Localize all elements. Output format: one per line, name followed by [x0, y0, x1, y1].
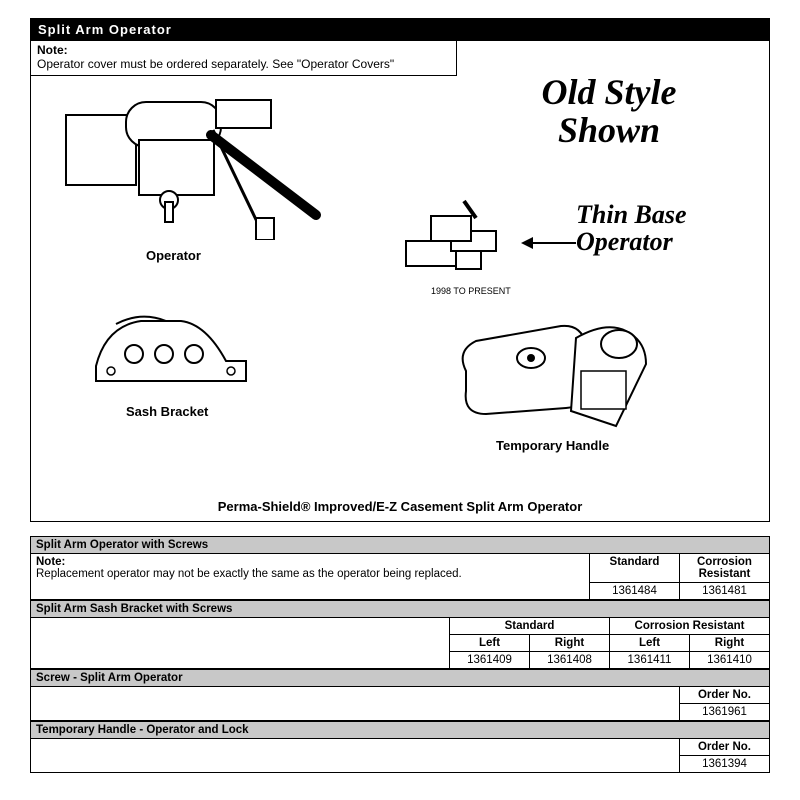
t1-corr-hdr: Corrosion Resistant: [679, 554, 769, 583]
table-operator-screws: Split Arm Operator with Screws Note: Rep…: [30, 536, 770, 600]
t4-order-hdr: Order No.: [680, 739, 770, 756]
t2-corr-right-hdr: Right: [690, 635, 770, 652]
note-box: Note: Operator cover must be ordered sep…: [31, 41, 457, 76]
t3-empty: [31, 687, 680, 721]
sash-bracket-label: Sash Bracket: [126, 404, 208, 419]
t3-order-hdr: Order No.: [680, 687, 770, 704]
t4-empty: [31, 739, 680, 773]
old-style-line1: Old Style: [542, 72, 677, 112]
table-sash-bracket: Split Arm Sash Bracket with Screws Stand…: [30, 600, 770, 669]
note-text: Operator cover must be ordered separatel…: [37, 57, 394, 71]
t2-empty: [31, 618, 450, 669]
temp-handle-drawing: [451, 316, 661, 436]
t2-std-right-hdr: Right: [530, 635, 610, 652]
t2-corr-left-hdr: Left: [610, 635, 690, 652]
t2-header: Split Arm Sash Bracket with Screws: [31, 601, 770, 618]
thin-base-line1: Thin Base: [576, 200, 687, 229]
diagram-subtitle: Perma-Shield® Improved/E-Z Casement Spli…: [31, 499, 769, 514]
t2-corr-left: 1361411: [610, 652, 690, 669]
t1-std-hdr: Standard: [589, 554, 679, 583]
year-range-label: 1998 TO PRESENT: [431, 286, 511, 296]
tables-container: Split Arm Operator with Screws Note: Rep…: [30, 536, 770, 773]
t4-order-val: 1361394: [680, 756, 770, 773]
t1-header: Split Arm Operator with Screws: [31, 537, 770, 554]
t1-note-text: Replacement operator may not be exactly …: [36, 568, 462, 580]
t1-note-label: Note:: [36, 556, 65, 568]
old-style-line2: Shown: [558, 110, 660, 150]
t1-std-val: 1361484: [589, 583, 679, 600]
t2-std-hdr: Standard: [450, 618, 610, 635]
table-temp-handle: Temporary Handle - Operator and Lock Ord…: [30, 721, 770, 773]
operator-drawing: [61, 90, 341, 240]
thin-base-annot: Thin Base Operator: [576, 201, 736, 256]
t2-std-right: 1361408: [530, 652, 610, 669]
sash-bracket-drawing: [86, 306, 256, 401]
old-style-annot: Old Style Shown: [494, 74, 724, 150]
diagram-area: Operator Old Style Shown 1998 TO PRESENT…: [31, 76, 769, 524]
t3-header: Screw - Split Arm Operator: [31, 670, 770, 687]
diagram-container: Note: Operator cover must be ordered sep…: [30, 41, 770, 522]
t2-std-left: 1361409: [450, 652, 530, 669]
operator-label: Operator: [146, 248, 201, 263]
t4-header: Temporary Handle - Operator and Lock: [31, 722, 770, 739]
note-label: Note:: [37, 43, 68, 57]
t3-order-val: 1361961: [680, 704, 770, 721]
t1-note-cell: Note: Replacement operator may not be ex…: [31, 554, 590, 600]
t1-corr-val: 1361481: [679, 583, 769, 600]
thin-base-line2: Operator: [576, 227, 673, 256]
thin-base-drawing: [396, 196, 516, 286]
arrow-icon: [521, 234, 576, 252]
t2-corr-hdr: Corrosion Resistant: [610, 618, 770, 635]
t2-std-left-hdr: Left: [450, 635, 530, 652]
temp-handle-label: Temporary Handle: [496, 438, 609, 453]
section-title: Split Arm Operator: [30, 18, 770, 41]
t2-watch-right: 1361410: [690, 652, 770, 669]
table-screw: Screw - Split Arm Operator Order No. 136…: [30, 669, 770, 721]
